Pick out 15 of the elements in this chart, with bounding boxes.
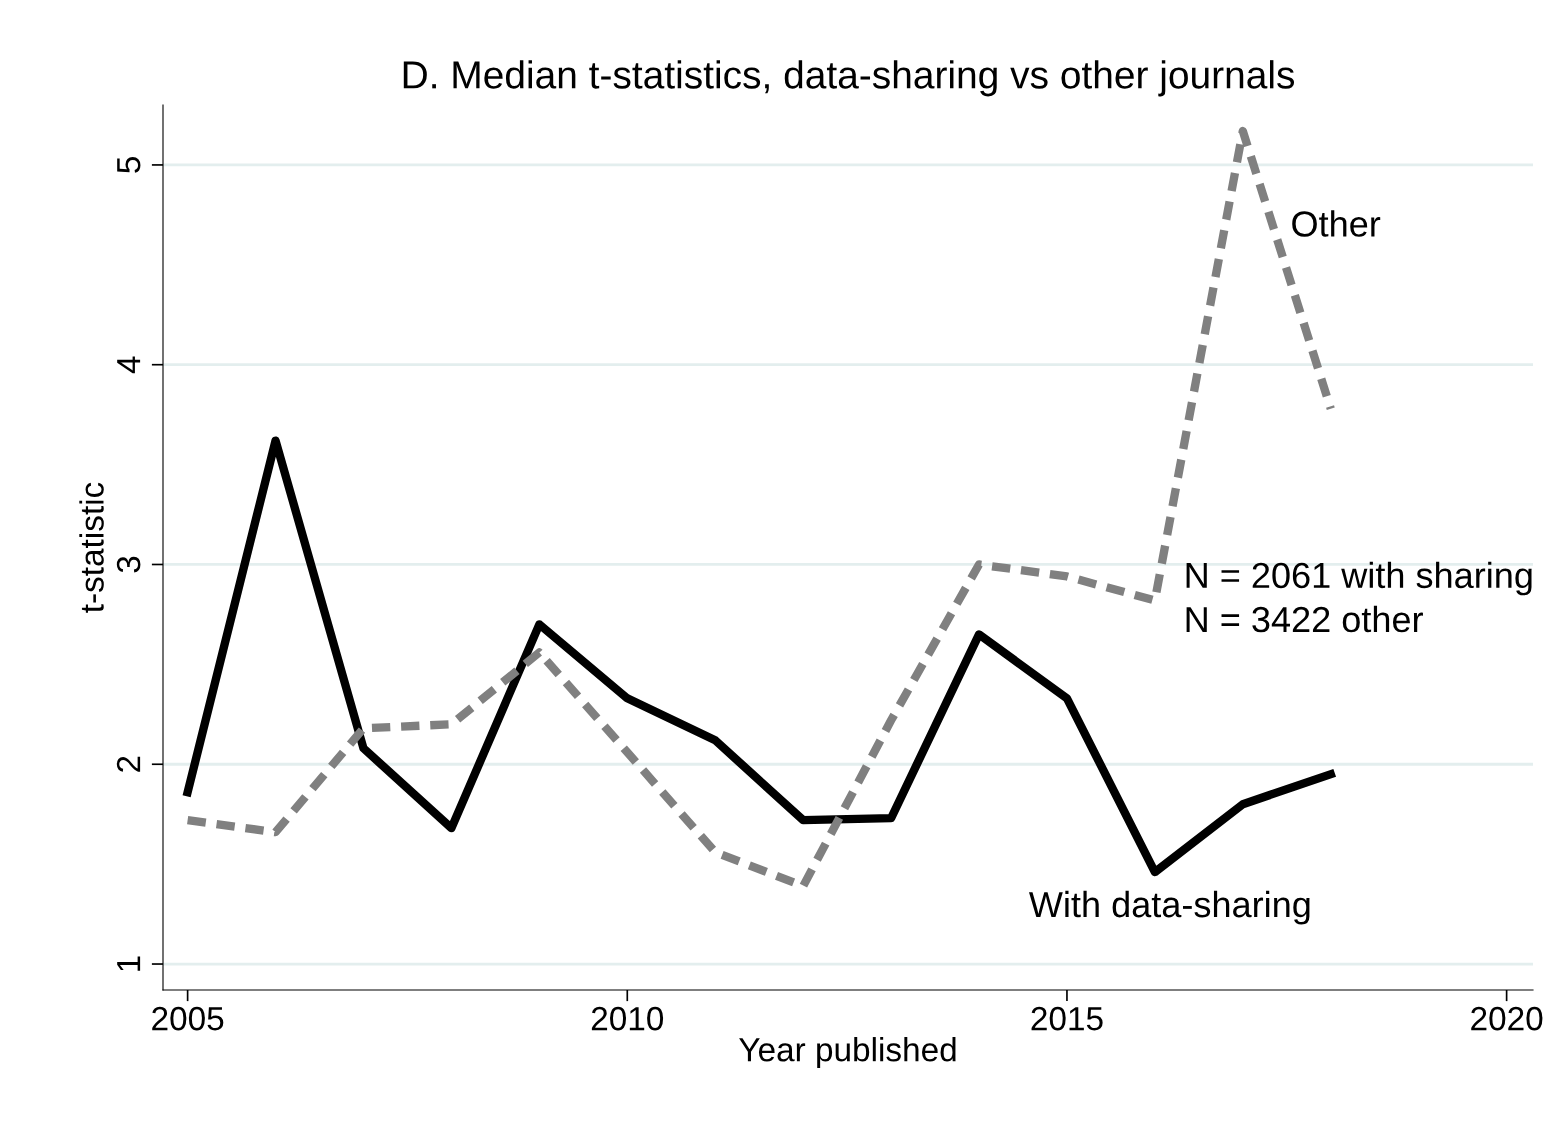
y-axis-title: t-statistic bbox=[79, 482, 104, 613]
x-tick-label: 2005 bbox=[152, 1006, 224, 1031]
annotation: With data-sharing bbox=[1029, 890, 1310, 925]
x-tick-label: 2015 bbox=[1031, 1006, 1103, 1031]
x-tick-label: 2020 bbox=[1471, 1006, 1543, 1031]
y-tick-label: 5 bbox=[117, 157, 141, 173]
annotation: N = 2061 with sharing N = 3422 other bbox=[1186, 561, 1532, 633]
y-tick-label: 3 bbox=[116, 556, 141, 573]
y-tick-label: 2 bbox=[116, 756, 141, 772]
x-tick-label: 2010 bbox=[591, 1006, 664, 1031]
chart-title: D. Median t-statistics, data-sharing vs other journals bbox=[403, 60, 1295, 97]
x-axis-title: Year published bbox=[739, 1037, 956, 1069]
y-tick-label: 4 bbox=[117, 356, 141, 374]
y-tick-label: 1 bbox=[117, 956, 141, 971]
annotation: Other bbox=[1292, 210, 1381, 237]
